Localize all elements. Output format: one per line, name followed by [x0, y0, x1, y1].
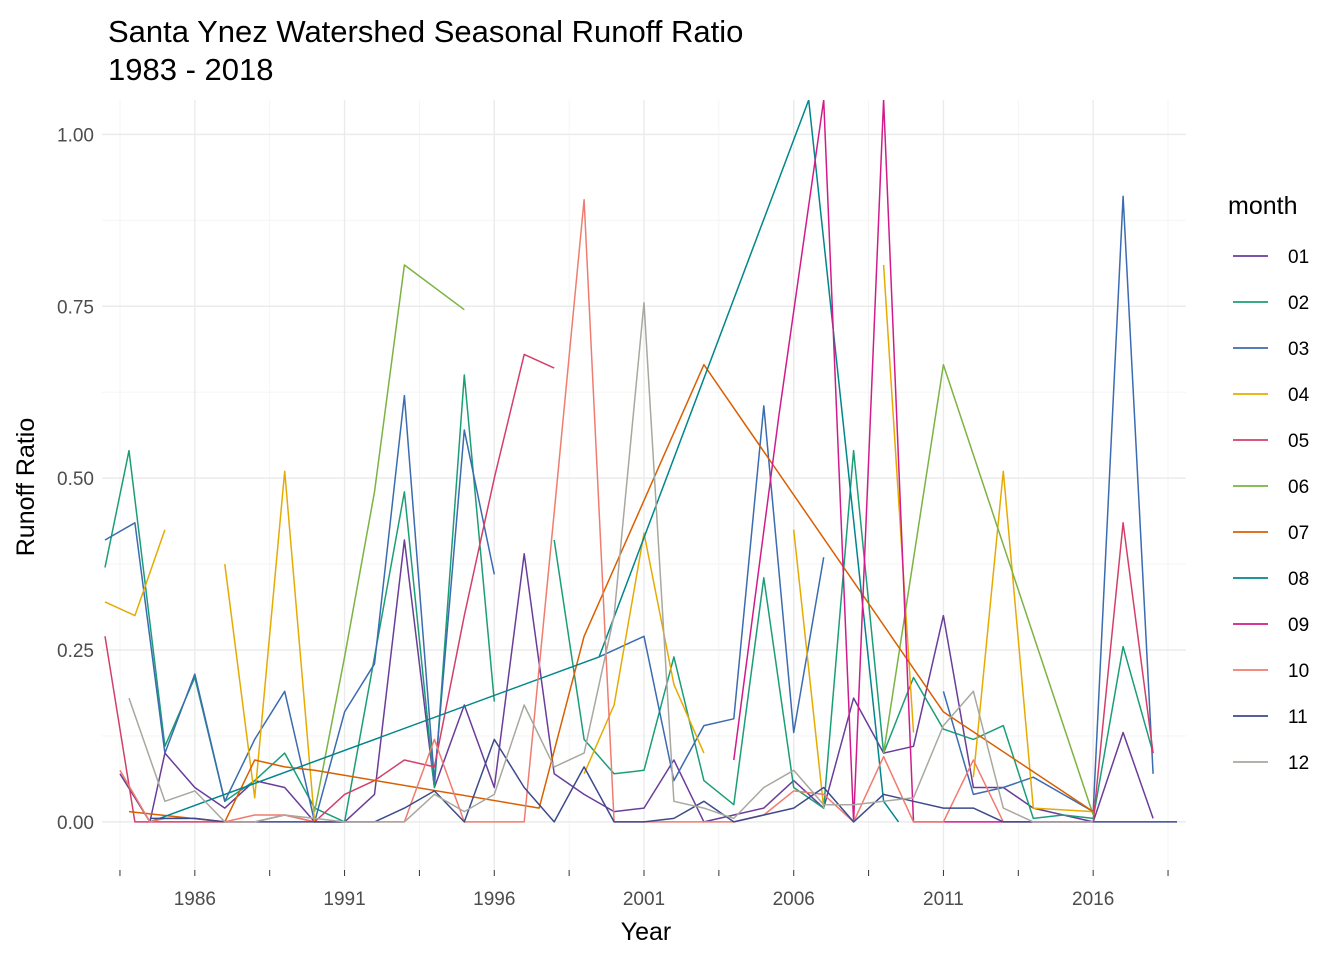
y-axis: 0.00 0.25 0.50 0.75 1.00: [57, 125, 94, 834]
legend: month 01 02 03 04 05 06 07 08 09 10 11 12: [1228, 192, 1310, 774]
series-line-04: [224, 470, 316, 822]
legend-item-07: 07: [1233, 523, 1309, 544]
legend-item-10: 10: [1233, 661, 1309, 682]
x-tick-label: 2001: [623, 889, 665, 910]
y-tick-label: 0.50: [57, 469, 94, 490]
legend-item-03: 03: [1233, 339, 1309, 360]
chart-title: Santa Ynez Watershed Seasonal Runoff Rat…: [108, 14, 743, 49]
series-line-06: [313, 264, 465, 812]
x-tick-label: 2016: [1072, 889, 1114, 910]
legend-label-06: 06: [1288, 477, 1309, 498]
chart-subtitle: 1983 - 2018: [108, 52, 273, 87]
series-line-03: [104, 394, 496, 823]
legend-label-01: 01: [1288, 247, 1309, 268]
y-tick-label: 0.00: [57, 813, 94, 834]
legend-item-04: 04: [1233, 385, 1310, 406]
x-tick-label: 1986: [174, 889, 216, 910]
series-line-04: [583, 532, 705, 775]
series-line-03: [942, 195, 1154, 813]
y-tick-label: 1.00: [57, 125, 94, 146]
y-tick-label: 0.75: [57, 297, 94, 318]
x-tick-label: 2011: [923, 889, 964, 910]
series-01: [119, 539, 1154, 823]
legend-items: 01 02 03 04 05 06 07 08 09 10 11 12: [1233, 247, 1310, 774]
series-line-12: [128, 302, 1094, 823]
series-03: [104, 195, 1154, 823]
series-line-06: [882, 363, 1094, 816]
series-line-01: [119, 539, 1154, 823]
series-line-09: [733, 100, 1094, 823]
legend-item-08: 08: [1233, 569, 1309, 590]
series-04: [104, 264, 1094, 822]
series-line-02: [553, 449, 1154, 820]
series-11: [149, 738, 1177, 823]
series-05: [104, 353, 1154, 823]
series-line-04: [972, 470, 1094, 813]
legend-title: month: [1228, 192, 1297, 220]
legend-label-10: 10: [1288, 661, 1309, 682]
legend-label-05: 05: [1288, 431, 1309, 452]
series-07: [128, 363, 1094, 823]
series-line-03: [598, 405, 825, 782]
legend-label-02: 02: [1288, 293, 1309, 314]
series-06: [313, 264, 1094, 816]
x-tick-label: 2006: [773, 889, 815, 910]
series-12: [128, 302, 1094, 823]
series-line-04: [104, 529, 166, 617]
x-axis: 1986 1991 1996 2001 2006 2011 2016: [119, 870, 1169, 910]
series-line-02: [104, 374, 496, 823]
series-line-05: [1092, 522, 1154, 822]
legend-item-06: 06: [1233, 477, 1309, 498]
legend-label-08: 08: [1288, 569, 1309, 590]
legend-item-11: 11: [1233, 707, 1308, 728]
legend-item-12: 12: [1233, 753, 1309, 774]
legend-label-09: 09: [1288, 615, 1309, 636]
legend-item-01: 01: [1233, 247, 1309, 268]
legend-item-05: 05: [1233, 431, 1309, 452]
y-axis-title: Runoff Ratio: [12, 418, 40, 557]
series-line-11: [149, 738, 1177, 823]
legend-label-03: 03: [1288, 339, 1309, 360]
x-axis-title: Year: [621, 918, 672, 946]
legend-label-04: 04: [1288, 385, 1310, 406]
series-09: [733, 100, 1094, 823]
legend-item-02: 02: [1233, 293, 1309, 314]
series-08: [149, 100, 900, 823]
y-tick-label: 0.25: [57, 641, 94, 662]
series-line-08: [149, 100, 900, 823]
series-line-04: [792, 529, 825, 809]
series-02: [104, 374, 1154, 823]
x-tick-label: 1991: [323, 889, 365, 910]
legend-label-07: 07: [1288, 523, 1309, 544]
series-line-07: [128, 363, 1094, 823]
x-tick-label: 1996: [473, 889, 515, 910]
legend-item-09: 09: [1233, 615, 1309, 636]
grid-layer: [102, 100, 1186, 870]
series-line-05: [104, 353, 555, 823]
legend-label-11: 11: [1288, 707, 1308, 728]
series-layer: [104, 100, 1177, 823]
series-line-04: [882, 264, 915, 733]
legend-label-12: 12: [1288, 753, 1309, 774]
